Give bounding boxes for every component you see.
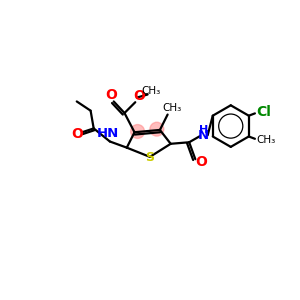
- Text: O: O: [72, 127, 83, 141]
- Text: S: S: [145, 151, 154, 164]
- Text: CH₃: CH₃: [142, 86, 161, 96]
- Circle shape: [150, 122, 164, 136]
- Text: O: O: [133, 89, 145, 103]
- Text: H: H: [199, 125, 208, 135]
- Text: O: O: [195, 155, 207, 169]
- Text: CH₃: CH₃: [256, 135, 275, 145]
- Circle shape: [130, 124, 145, 138]
- Text: Cl: Cl: [257, 105, 272, 119]
- Text: O: O: [106, 88, 117, 102]
- Text: HN: HN: [96, 127, 119, 140]
- Text: CH₃: CH₃: [163, 103, 182, 112]
- Text: N: N: [198, 129, 209, 142]
